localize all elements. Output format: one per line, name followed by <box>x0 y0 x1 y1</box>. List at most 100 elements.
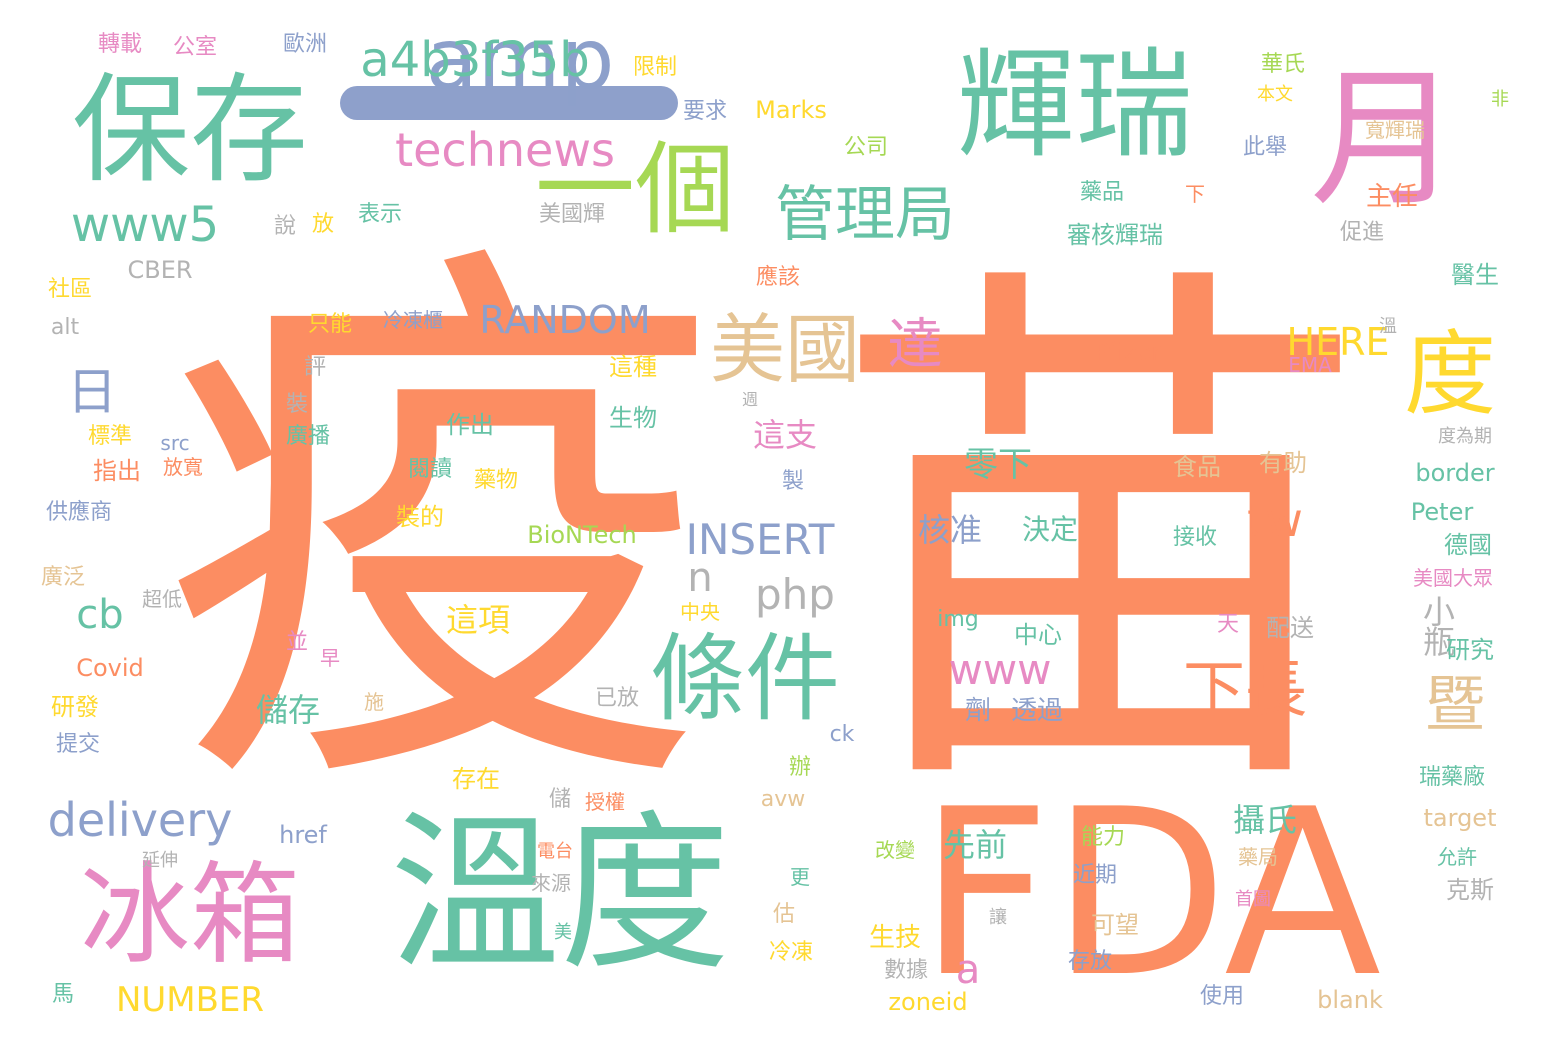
cloud-word: 評 <box>303 355 327 380</box>
cloud-word: 美國大眾 <box>1413 566 1493 590</box>
cloud-word: 放寬 <box>163 455 203 479</box>
cloud-word: 使用 <box>1199 984 1245 1009</box>
cloud-word: 日 <box>67 363 117 421</box>
cloud-word: 中央 <box>680 600 720 624</box>
cloud-word: n <box>687 555 713 601</box>
cloud-word: 讓 <box>989 907 1007 928</box>
cloud-word: 已放 <box>594 686 640 711</box>
cloud-word: 首圖 <box>1235 889 1271 910</box>
cloud-word: 醫生 <box>1451 261 1499 289</box>
cloud-word: 儲存 <box>255 691 321 729</box>
cloud-word: 生技 <box>868 923 922 953</box>
cloud-word: php <box>755 570 835 619</box>
cloud-word: 本文 <box>1257 84 1293 105</box>
cloud-word: 生物 <box>609 404 657 432</box>
cloud-word: 製 <box>781 469 805 494</box>
cloud-word: 有助 <box>1259 449 1307 477</box>
cloud-word: 供應商 <box>45 500 113 525</box>
cloud-word: 主任 <box>1365 182 1419 212</box>
cloud-word: technews <box>395 123 615 177</box>
cloud-word: ck <box>829 722 855 747</box>
cloud-word: HERE <box>1286 320 1390 364</box>
cloud-word: 度 <box>1403 321 1497 428</box>
cloud-word: 並 <box>285 630 309 655</box>
cloud-word: 延伸 <box>142 850 178 871</box>
cloud-word: 克斯 <box>1446 876 1494 904</box>
cloud-word: 授權 <box>585 790 625 814</box>
cloud-word: 零下 <box>964 445 1032 485</box>
cloud-word: 這項 <box>445 601 511 639</box>
cloud-word: 劑 <box>964 696 992 726</box>
dash-mark <box>340 86 678 120</box>
cloud-word: 核准 <box>917 511 983 549</box>
cloud-word: 可望 <box>1091 911 1139 939</box>
cloud-word: RANDOM <box>479 298 651 342</box>
cloud-word: 數據 <box>883 958 929 983</box>
cloud-word: 管理局 <box>775 180 955 250</box>
cloud-word: 存在 <box>452 765 500 793</box>
cloud-word: 存放 <box>1067 949 1113 974</box>
cloud-word: 提交 <box>55 732 101 757</box>
cloud-word: 瑞藥廠 <box>1418 765 1486 790</box>
cloud-word: 暨 <box>1425 670 1485 740</box>
cloud-word: 美國 <box>709 305 861 394</box>
cloud-word: 辦 <box>788 755 812 780</box>
cloud-word: 閱讀 <box>407 457 453 482</box>
cloud-word: 藥物 <box>473 468 519 493</box>
cloud-word: 研究 <box>1446 636 1494 664</box>
cloud-word: www <box>948 645 1052 694</box>
cloud-word: alt <box>50 315 80 340</box>
cloud-word: EMA <box>1288 353 1332 377</box>
cloud-word: 研發 <box>51 693 99 721</box>
cloud-word: href <box>279 821 327 849</box>
cloud-word: 美國輝 <box>538 202 606 227</box>
cloud-word: INSERT <box>685 515 835 564</box>
cloud-word: 下 <box>1185 182 1205 206</box>
cloud-word: border <box>1415 459 1495 487</box>
cloud-word: 這種 <box>609 353 657 381</box>
cloud-word: 冰箱 <box>80 851 300 979</box>
cloud-word: 條件 <box>649 624 841 735</box>
cloud-word: 廣播 <box>285 424 331 449</box>
cloud-word: 透過 <box>1010 696 1064 726</box>
cloud-word: Marks <box>755 96 827 124</box>
cloud-word: 審核輝瑞 <box>1067 221 1163 249</box>
cloud-word: 電台 <box>537 841 573 862</box>
cloud-word: 裝 <box>285 392 309 417</box>
cloud-word: 小瓶 <box>1418 594 1456 656</box>
cloud-word: img <box>937 607 979 632</box>
cloud-word: 德國 <box>1444 531 1492 559</box>
cloud-word: CBER <box>127 256 193 284</box>
cloud-word: 放 <box>311 212 335 237</box>
cloud-word: src <box>160 431 190 455</box>
cloud-word: a4b3f35b <box>360 32 590 88</box>
cloud-word: 藥品 <box>1079 180 1125 205</box>
cloud-word: 冷凍櫃 <box>383 308 443 332</box>
cloud-word: 寬輝瑞 <box>1365 118 1425 142</box>
cloud-word: Peter <box>1410 498 1474 526</box>
cloud-word: blank <box>1317 986 1383 1014</box>
cloud-word: zoneid <box>888 988 968 1016</box>
cloud-word: 保存 <box>71 61 309 199</box>
cloud-word: 此舉 <box>1242 135 1288 160</box>
cloud-word: 馬 <box>51 982 75 1007</box>
cloud-word: tw <box>1247 493 1303 547</box>
cloud-word: 下長 <box>1182 653 1308 726</box>
cloud-word: 說 <box>273 214 297 239</box>
cloud-word: 廣泛 <box>40 565 86 590</box>
cloud-word: 標準 <box>87 424 133 449</box>
cloud-word: 食品 <box>1173 453 1221 481</box>
cloud-word: 苗 <box>830 226 1370 854</box>
cloud-word: www5 <box>70 197 220 253</box>
cloud-word: 早 <box>320 646 340 670</box>
cloud-word: 作出 <box>446 411 494 439</box>
cloud-word: 來源 <box>531 871 571 895</box>
cloud-word: 社區 <box>47 277 93 302</box>
cloud-word: 超低 <box>142 587 182 611</box>
cloud-word: 輝瑞 <box>956 36 1194 174</box>
cloud-word: 華氏 <box>1260 52 1306 77</box>
cloud-word: 天 <box>1216 612 1240 637</box>
cloud-word: 度為期 <box>1438 426 1492 447</box>
cloud-word: 更 <box>790 865 810 889</box>
